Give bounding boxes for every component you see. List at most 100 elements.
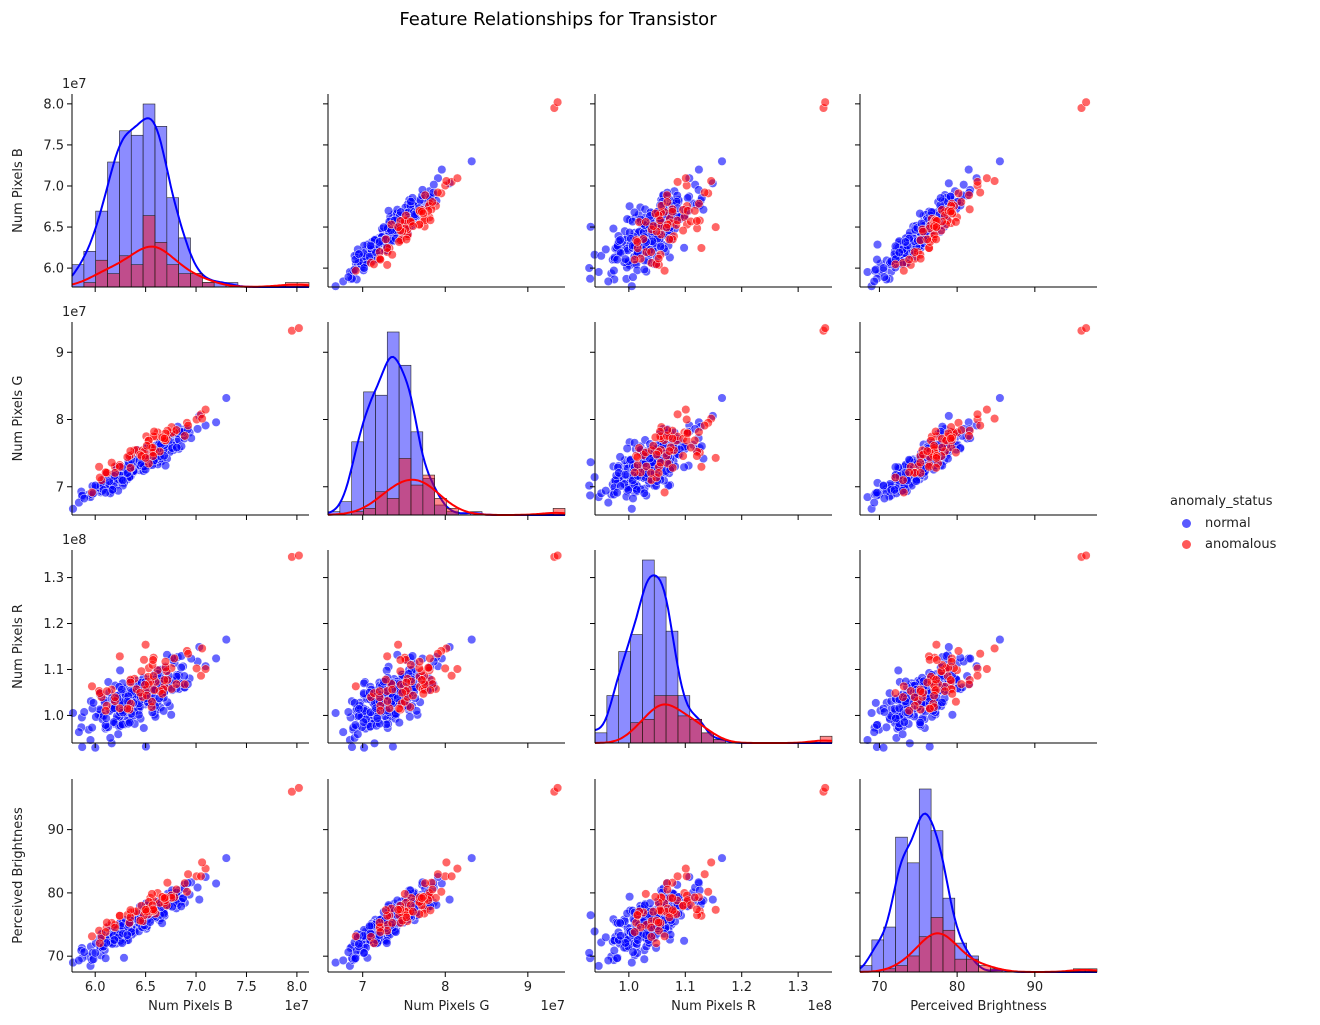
scatter-point: [452, 173, 462, 183]
scatter-point: [615, 918, 625, 928]
y-offset-label: 1e7: [62, 77, 87, 92]
hist-bar: [930, 917, 944, 973]
scatter-point: [365, 241, 375, 251]
scatter-point: [982, 173, 992, 183]
scatter-point: [211, 878, 221, 889]
scatter-point: [916, 254, 926, 264]
scatter-point: [620, 254, 630, 264]
scatter-point: [74, 727, 84, 737]
panel-3-0: 6.0 6.5 7.0 7.5 8.0 70 80 90: [47, 779, 309, 995]
scatter-point: [157, 689, 167, 699]
scatter-point: [678, 451, 688, 461]
scatter-point: [632, 237, 642, 247]
scatter-point: [964, 679, 974, 689]
scatter-point: [904, 255, 914, 265]
scatter-point: [142, 691, 152, 701]
panel-1-1: [323, 322, 566, 520]
scatter-point: [678, 225, 688, 236]
scatter-point: [211, 653, 221, 663]
scatter-point: [915, 718, 925, 728]
scatter-point: [696, 243, 706, 253]
scatter-point: [401, 234, 411, 244]
scatter-point: [351, 266, 361, 276]
scatter-point: [904, 706, 914, 716]
scatter-point: [415, 657, 425, 667]
scatter-point: [193, 424, 203, 434]
scatter-point: [664, 912, 674, 922]
scatter-point: [182, 887, 192, 897]
scatter-point: [931, 640, 941, 650]
scatter-point: [394, 704, 404, 714]
y-tick-label: 7.0: [43, 179, 64, 194]
scatter-point: [359, 263, 369, 273]
scatter-point: [149, 685, 159, 695]
scatter-point: [662, 884, 672, 895]
scatter-point: [381, 905, 391, 915]
scatter-point: [338, 727, 348, 737]
scatter-point: [944, 642, 954, 652]
scatter-point: [879, 493, 889, 503]
scatter-point: [294, 783, 304, 793]
scatter-point: [678, 901, 688, 911]
hist-bar: [398, 458, 412, 516]
scatter-point: [947, 657, 957, 667]
hist-bar: [895, 965, 908, 973]
scatter-point: [401, 912, 411, 922]
scatter-point: [110, 692, 120, 702]
scatter-point: [94, 462, 104, 472]
scatter-point: [553, 97, 563, 107]
scatter-point: [372, 713, 382, 723]
scatter-point: [405, 712, 415, 722]
y-axis-label: Num Pixels G: [11, 376, 26, 462]
scatter-point: [101, 467, 111, 477]
scatter-point: [679, 936, 689, 946]
scatter-point: [359, 717, 369, 727]
scatter-point: [667, 433, 677, 444]
scatter-point: [648, 441, 658, 451]
scatter-point: [369, 259, 379, 269]
scatter-point: [149, 427, 159, 437]
legend-marker-normal: [1182, 519, 1191, 528]
scatter-point: [136, 666, 146, 676]
scatter-point: [925, 704, 935, 714]
scatter-point: [155, 446, 165, 457]
scatter-point: [667, 207, 677, 217]
scatter-point: [183, 649, 193, 659]
scatter-point: [620, 470, 630, 480]
scatter-point: [918, 226, 928, 237]
scatter-point: [904, 467, 914, 477]
scatter-point: [982, 405, 992, 415]
scatter-point: [107, 485, 117, 495]
scatter-point: [425, 905, 435, 915]
scatter-point: [382, 651, 392, 661]
scatter-point: [350, 720, 360, 730]
scatter-point: [982, 664, 992, 674]
scatter-point: [125, 463, 136, 473]
scatter-point: [353, 729, 363, 739]
scatter-point: [681, 173, 691, 183]
scatter-point: [603, 955, 613, 965]
scatter-point: [639, 265, 649, 275]
scatter-point: [162, 878, 172, 888]
scatter-point: [910, 247, 920, 257]
scatter-point: [408, 907, 418, 917]
scatter-point: [74, 955, 84, 965]
scatter-point: [417, 207, 427, 217]
hist-bar: [130, 134, 144, 288]
scatter-point: [664, 446, 674, 456]
scatter-point: [594, 267, 604, 277]
scatter-point: [694, 199, 704, 209]
scatter-point: [142, 441, 152, 451]
scatter-point: [586, 457, 596, 467]
scatter-point: [878, 743, 889, 753]
scatter-point: [375, 918, 385, 928]
scatter-point: [711, 453, 721, 463]
scatter-point: [947, 710, 957, 720]
scatter-point: [673, 177, 683, 187]
scatter-point: [931, 222, 941, 232]
scatter-point: [706, 176, 716, 186]
scatter-point: [673, 871, 683, 881]
scatter-point: [425, 685, 435, 695]
scatter-point: [964, 190, 974, 200]
hist-bar: [446, 508, 459, 516]
